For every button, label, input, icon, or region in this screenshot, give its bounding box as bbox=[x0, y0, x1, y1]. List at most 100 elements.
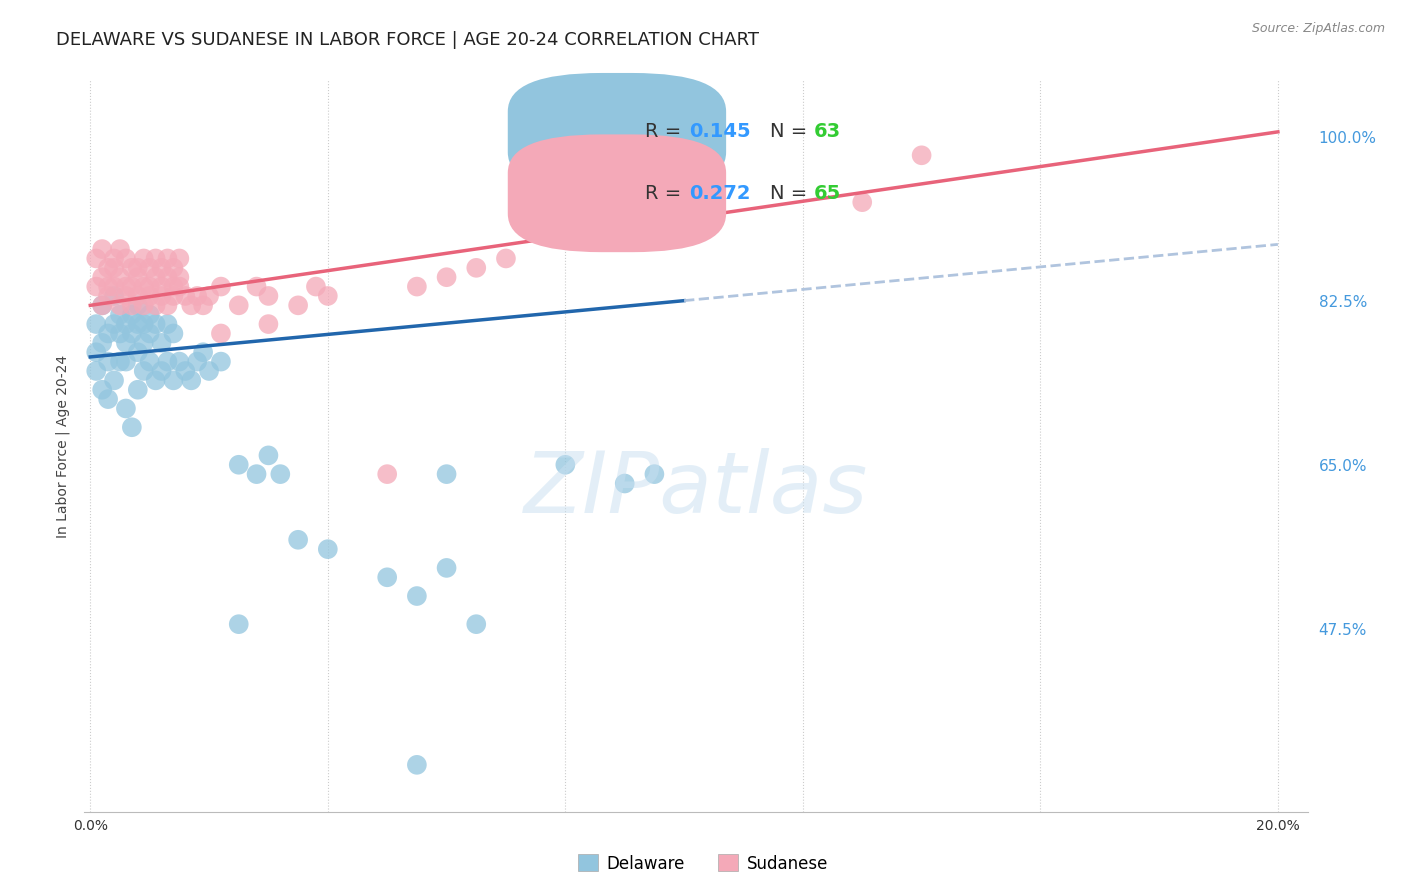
Point bbox=[406, 757, 429, 772]
Point bbox=[375, 467, 398, 482]
Point bbox=[97, 354, 120, 368]
Point bbox=[162, 279, 184, 293]
Y-axis label: In Labor Force | Age 20-24: In Labor Force | Age 20-24 bbox=[56, 354, 70, 538]
Point bbox=[84, 252, 107, 266]
Point bbox=[115, 401, 138, 416]
Point bbox=[84, 317, 107, 331]
Point bbox=[127, 260, 149, 275]
Point bbox=[91, 270, 114, 285]
Point bbox=[145, 252, 167, 266]
Point bbox=[156, 298, 179, 312]
Point bbox=[209, 354, 232, 368]
Point bbox=[169, 270, 191, 285]
Point bbox=[156, 252, 179, 266]
Point bbox=[108, 354, 131, 368]
Point bbox=[375, 570, 398, 584]
Point bbox=[138, 260, 160, 275]
Point bbox=[554, 458, 576, 472]
Point bbox=[169, 252, 191, 266]
Point bbox=[121, 326, 143, 341]
Point bbox=[257, 289, 280, 303]
Point bbox=[91, 298, 114, 312]
Point bbox=[436, 467, 458, 482]
Point bbox=[465, 260, 488, 275]
Point bbox=[174, 364, 197, 378]
Point bbox=[132, 298, 155, 312]
Point bbox=[287, 298, 309, 312]
Text: DELAWARE VS SUDANESE IN LABOR FORCE | AGE 20-24 CORRELATION CHART: DELAWARE VS SUDANESE IN LABOR FORCE | AG… bbox=[56, 31, 759, 49]
Point bbox=[127, 298, 149, 312]
Point bbox=[257, 317, 280, 331]
Point bbox=[145, 373, 167, 387]
Point bbox=[84, 364, 107, 378]
Point bbox=[91, 298, 114, 312]
Point bbox=[115, 289, 138, 303]
Point bbox=[97, 279, 120, 293]
Point bbox=[132, 317, 155, 331]
Point bbox=[108, 326, 131, 341]
Point bbox=[198, 364, 221, 378]
Point bbox=[406, 589, 429, 603]
Point bbox=[316, 289, 339, 303]
Point bbox=[465, 617, 488, 632]
Text: Source: ZipAtlas.com: Source: ZipAtlas.com bbox=[1251, 22, 1385, 36]
Point bbox=[245, 279, 267, 293]
Point bbox=[305, 279, 328, 293]
Point bbox=[228, 298, 250, 312]
Point bbox=[150, 364, 173, 378]
Point bbox=[91, 242, 114, 256]
Point bbox=[851, 195, 873, 210]
Point bbox=[84, 279, 107, 293]
Point bbox=[174, 289, 197, 303]
Point bbox=[115, 335, 138, 350]
Point bbox=[186, 354, 208, 368]
Point bbox=[910, 148, 932, 162]
Point bbox=[115, 317, 138, 331]
Point bbox=[156, 354, 179, 368]
Point bbox=[269, 467, 291, 482]
Point bbox=[191, 298, 214, 312]
Point bbox=[156, 270, 179, 285]
Point bbox=[121, 260, 143, 275]
Point bbox=[180, 298, 202, 312]
Point bbox=[436, 561, 458, 575]
Point bbox=[156, 317, 179, 331]
Point bbox=[132, 335, 155, 350]
Point bbox=[115, 354, 138, 368]
Point bbox=[162, 326, 184, 341]
Point bbox=[91, 383, 114, 397]
Point bbox=[127, 317, 149, 331]
Point bbox=[145, 317, 167, 331]
Point bbox=[115, 279, 138, 293]
Point bbox=[91, 335, 114, 350]
Point bbox=[613, 476, 636, 491]
Point bbox=[162, 373, 184, 387]
Point bbox=[138, 279, 160, 293]
Point bbox=[132, 279, 155, 293]
Point bbox=[121, 308, 143, 322]
Point bbox=[150, 335, 173, 350]
Point bbox=[127, 270, 149, 285]
Point bbox=[145, 298, 167, 312]
Point bbox=[103, 279, 125, 293]
Point bbox=[103, 373, 125, 387]
Point bbox=[145, 270, 167, 285]
Point bbox=[169, 354, 191, 368]
Point bbox=[103, 260, 125, 275]
Point bbox=[150, 260, 173, 275]
Text: ZIPatlas: ZIPatlas bbox=[524, 449, 868, 532]
Point bbox=[103, 317, 125, 331]
Point bbox=[127, 345, 149, 359]
Point bbox=[84, 345, 107, 359]
Point bbox=[103, 289, 125, 303]
Point bbox=[108, 298, 131, 312]
Point bbox=[103, 252, 125, 266]
Point bbox=[138, 354, 160, 368]
Point bbox=[150, 279, 173, 293]
Point bbox=[115, 252, 138, 266]
Point bbox=[180, 373, 202, 387]
Point bbox=[132, 364, 155, 378]
Point bbox=[406, 279, 429, 293]
Point bbox=[228, 458, 250, 472]
Point bbox=[121, 279, 143, 293]
